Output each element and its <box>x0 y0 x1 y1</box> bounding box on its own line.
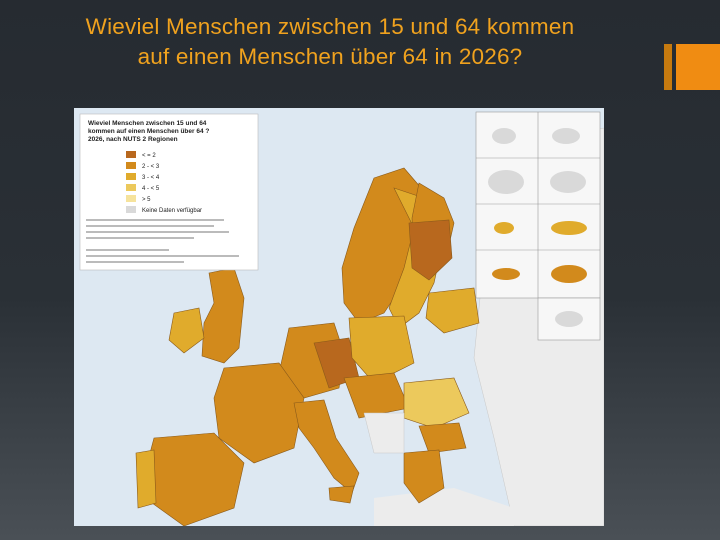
accent-bar-light <box>676 44 720 90</box>
inset-island-4 <box>550 171 586 193</box>
inset-island-6 <box>551 221 587 235</box>
legend-swatch-2 <box>126 162 136 169</box>
region-portugal <box>135 449 157 509</box>
legend-title-3: 2026, nach NUTS 2 Regionen <box>88 136 178 143</box>
region-france <box>213 362 305 464</box>
region-romania <box>403 377 470 429</box>
legend-fine-print <box>86 219 239 263</box>
inset-island-5 <box>494 222 514 234</box>
legend-swatch-4 <box>126 184 136 191</box>
inset-island-9 <box>555 311 583 327</box>
slide-title: Wieviel Menschen zwischen 15 und 64 komm… <box>20 12 640 72</box>
non-eu-balkans <box>363 412 405 454</box>
non-eu-land-south <box>374 488 514 526</box>
legend-swatch-1 <box>126 151 136 158</box>
legend-label-1: < = 2 <box>142 153 156 159</box>
legend-title-1: Wieviel Menschen zwischen 15 und 64 <box>88 120 207 127</box>
inset-island-2 <box>552 128 580 144</box>
map-svg: Wieviel Menschen zwischen 15 und 64 komm… <box>74 108 604 526</box>
title-line-2: auf einen Menschen über 64 in 2026? <box>137 44 523 69</box>
inset-island-1 <box>492 128 516 144</box>
accent-bar-dark <box>664 44 672 90</box>
legend-label-4: 4 - < 5 <box>142 186 160 192</box>
region-bulgaria <box>418 422 467 454</box>
region-uk <box>201 267 245 364</box>
map-legend: Wieviel Menschen zwischen 15 und 64 komm… <box>79 113 259 271</box>
inset-island-8 <box>551 265 587 283</box>
europe-map: Wieviel Menschen zwischen 15 und 64 komm… <box>74 108 604 526</box>
legend-swatch-6 <box>126 206 136 213</box>
inset-island-7 <box>492 268 520 280</box>
title-line-1: Wieviel Menschen zwischen 15 und 64 komm… <box>85 14 575 39</box>
legend-label-2: 2 - < 3 <box>142 164 160 170</box>
legend-label-3: 3 - < 4 <box>142 175 160 181</box>
legend-label-5: > 5 <box>142 197 151 203</box>
legend-swatch-3 <box>126 173 136 180</box>
region-greece <box>403 449 445 504</box>
region-finland-east <box>408 219 453 281</box>
region-ireland <box>168 307 205 354</box>
inset-island-3 <box>488 170 524 194</box>
region-baltics <box>425 287 480 334</box>
legend-label-6: Keine Daten verfügbar <box>142 208 202 214</box>
legend-title-2: kommen auf einen Menschen über 64 ? <box>88 128 209 135</box>
legend-swatch-5 <box>126 195 136 202</box>
region-sicily <box>328 485 355 504</box>
map-insets <box>475 111 601 341</box>
